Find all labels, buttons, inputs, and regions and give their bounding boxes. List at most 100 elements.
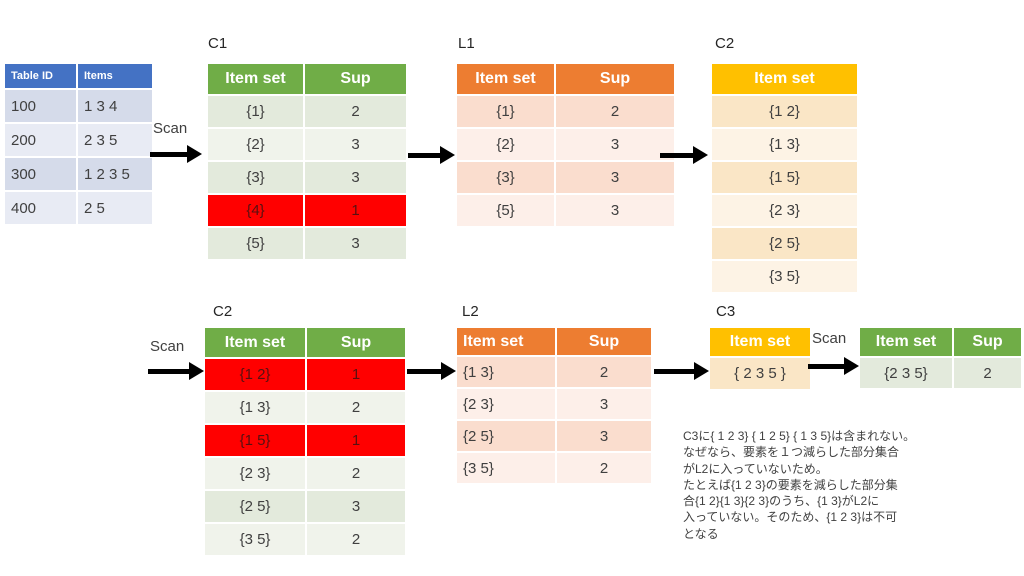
table-header-row: Table ID Items xyxy=(5,64,152,90)
table-row: {3 5} 2 xyxy=(457,453,651,485)
table-cell: {2 3} xyxy=(769,202,800,219)
table-row: {2 5} 3 xyxy=(205,491,405,524)
table-row: {3} 3 xyxy=(208,162,406,195)
table-cell: 2 xyxy=(599,363,609,381)
table-cell: 3 xyxy=(610,169,620,186)
table-cell: 3 xyxy=(351,136,360,153)
column-header: Sup xyxy=(340,70,371,87)
table-header-row: Item set Sup xyxy=(457,328,651,357)
table-row: {1 2} xyxy=(712,96,857,129)
table-cell: 2 xyxy=(599,459,609,477)
table-row: {5} 3 xyxy=(457,195,674,228)
c3-title: C3 xyxy=(716,303,736,320)
column-header: Item set xyxy=(457,64,556,94)
table-row-pruned: {1 5} 1 xyxy=(205,425,405,458)
table-row: {5} 3 xyxy=(208,228,406,261)
table-header-row: Item set Sup xyxy=(457,64,674,96)
column-header: Sup xyxy=(972,333,1003,350)
table-row: {2 3} 3 xyxy=(457,389,651,421)
arrow-right-icon xyxy=(654,362,709,380)
table-header-row: Item set Sup xyxy=(208,64,406,96)
table-cell: 200 xyxy=(5,124,78,156)
table-row: 300 1 2 3 5 xyxy=(5,158,152,192)
table-header-row: Item set Sup xyxy=(205,328,405,359)
table-header-row: Item set xyxy=(712,64,857,96)
table-cell: {1 3} xyxy=(205,392,307,423)
scan-label-c3: Scan xyxy=(812,330,847,347)
table-cell: 2 xyxy=(983,364,992,382)
table-row: {2 5} xyxy=(712,228,857,261)
table-cell: {3 5} xyxy=(205,524,307,555)
c2-bottom-title: C2 xyxy=(213,303,233,320)
table-cell: 1 xyxy=(351,432,361,449)
table-cell: 1 xyxy=(351,366,361,383)
column-header: Item set xyxy=(860,328,954,356)
column-header: Item set xyxy=(754,70,815,87)
table-row: 200 2 3 5 xyxy=(5,124,152,158)
table-cell: {2 3 5} xyxy=(860,358,954,388)
c2-top-title: C2 xyxy=(715,35,735,52)
table-row: {1 3} xyxy=(712,129,857,162)
l1-table: Item set Sup {1} 2 {2} 3 {3} 3 {5} 3 xyxy=(457,64,674,228)
table-header-row: Item set Sup xyxy=(860,328,1021,358)
table-cell: 3 xyxy=(610,136,620,153)
table-cell: 1 xyxy=(351,202,360,219)
table-cell: {3 5} xyxy=(769,268,800,285)
table-row: {1} 2 xyxy=(457,96,674,129)
table-cell: 3 xyxy=(351,235,360,252)
column-header: Table ID xyxy=(5,64,78,88)
table-row: {2 3} 2 xyxy=(205,458,405,491)
table-cell: {3} xyxy=(208,162,305,193)
column-header: Item set xyxy=(457,328,557,355)
arrow-right-icon xyxy=(660,146,708,164)
column-header: Items xyxy=(84,70,113,82)
table-row: 100 1 3 4 xyxy=(5,90,152,124)
table-cell: {3 5} xyxy=(457,453,557,483)
table-cell: {1 5} xyxy=(205,425,307,456)
table-cell: 2 xyxy=(351,103,360,120)
table-row: 400 2 5 xyxy=(5,192,152,226)
table-cell: { 2 3 5 } xyxy=(734,365,786,382)
l3-table: Item set Sup {2 3 5} 2 xyxy=(860,328,1021,390)
table-cell: {3} xyxy=(457,162,556,193)
table-cell: 100 xyxy=(5,90,78,122)
table-cell: {2 5} xyxy=(205,491,307,522)
l2-table: Item set Sup {1 3} 2 {2 3} 3 {2 5} 3 {3 5} 2 xyxy=(457,328,651,485)
table-cell: {1 3} xyxy=(457,357,557,387)
table-cell: 3 xyxy=(351,169,360,186)
table-cell: {1 2} xyxy=(769,103,800,120)
table-cell: 3 xyxy=(599,395,609,413)
table-cell: 2 5 xyxy=(84,199,105,217)
table-cell: {1} xyxy=(457,96,556,127)
arrow-right-icon xyxy=(408,146,455,164)
scan-label-bottom: Scan xyxy=(150,338,185,355)
table-cell: {1} xyxy=(208,96,305,127)
table-row: {2} 3 xyxy=(208,129,406,162)
arrow-right-icon xyxy=(407,362,456,380)
transaction-table: Table ID Items 100 1 3 4 200 2 3 5 300 1 2 3 5 4… xyxy=(5,64,152,226)
table-cell: {4} xyxy=(208,195,305,226)
c1-table: Item set Sup {1} 2 {2} 3 {3} 3 {4} 1 {5} 3 xyxy=(208,64,406,261)
c3-table: Item set { 2 3 5 } xyxy=(710,328,810,391)
table-header-row: Item set xyxy=(710,328,810,358)
table-cell: 3 xyxy=(610,202,620,219)
table-cell: {5} xyxy=(208,228,305,259)
table-row: {3 5} 2 xyxy=(205,524,405,557)
table-cell: 1 3 4 xyxy=(84,97,118,115)
column-header: Item set xyxy=(205,328,307,357)
table-row: {2 5} 3 xyxy=(457,421,651,453)
table-row: {1 5} xyxy=(712,162,857,195)
l1-title: L1 xyxy=(458,35,475,52)
table-cell: 3 xyxy=(351,498,361,515)
c2-support-table: Item set Sup {1 2} 1 {1 3} 2 {1 5} 1 {2 3} 2 {2 5}… xyxy=(205,328,405,557)
table-cell: 1 2 3 5 xyxy=(84,165,130,183)
table-cell: {1 3} xyxy=(769,136,800,153)
table-cell: {1 5} xyxy=(769,169,800,186)
table-row-pruned: {4} 1 xyxy=(208,195,406,228)
arrow-right-icon xyxy=(150,145,202,163)
table-cell: {2} xyxy=(457,129,556,160)
table-row: {1 3} 2 xyxy=(457,357,651,389)
table-row-pruned: {1 2} 1 xyxy=(205,359,405,392)
table-cell: {1 2} xyxy=(205,359,307,390)
